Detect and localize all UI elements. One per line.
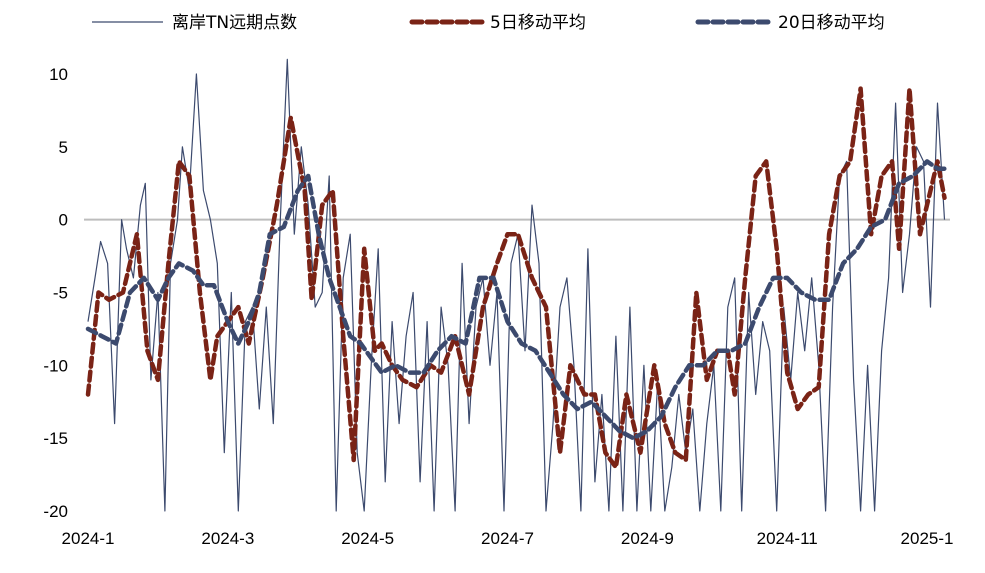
x-tick-label: 2024-9 [621,529,674,548]
legend: 离岸TN远期点数 5日移动平均 20日移动平均 [92,13,885,33]
y-tick-label: -15 [43,429,68,448]
x-tick-label: 2024-5 [341,529,394,548]
y-axis: 10 5 0 -5 -10 -15 -20 [43,65,68,521]
series-layer [85,58,947,512]
x-tick-label: 2025-1 [901,529,954,548]
legend-label-ma20: 20日移动平均 [778,13,885,33]
y-tick-label: -10 [43,356,68,375]
x-tick-label: 2024-11 [757,529,818,548]
legend-label-tn: 离岸TN远期点数 [172,13,297,33]
series-line-tn [87,58,946,512]
y-tick-label: 0 [59,211,68,230]
x-tick-label: 2024-3 [201,529,254,548]
x-axis: 2024-1 2024-3 2024-5 2024-7 2024-9 2024-11 202… [62,529,954,548]
x-tick-label: 2024-7 [481,529,534,548]
y-tick-label: -5 [53,284,68,303]
series-line-ma20 [85,159,947,441]
x-tick-label: 2024-1 [62,529,115,548]
series-line-ma5 [85,86,947,470]
y-tick-label: -20 [43,502,68,521]
y-tick-label: 10 [49,65,68,84]
legend-label-ma5: 5日移动平均 [490,13,586,33]
y-tick-label: 5 [59,138,68,157]
